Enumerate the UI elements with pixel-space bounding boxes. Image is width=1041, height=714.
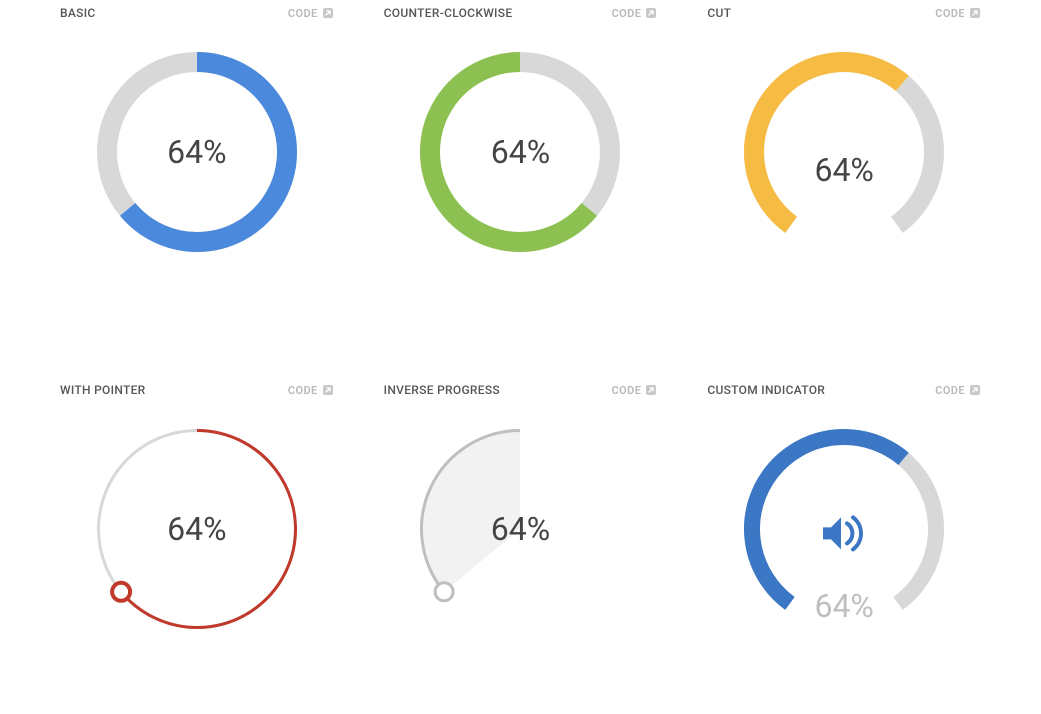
external-link-icon <box>969 384 981 396</box>
code-link-with-pointer[interactable]: CODE <box>288 384 334 397</box>
volume-icon <box>819 511 869 555</box>
card-title: INVERSE PROGRESS <box>384 383 500 397</box>
external-link-icon <box>322 7 334 19</box>
card-title: CUSTOM INDICATOR <box>707 383 825 397</box>
code-link-inverse-progress[interactable]: CODE <box>612 384 658 397</box>
gauge-value-label: 64% <box>167 510 226 548</box>
code-link-custom-indicator[interactable]: CODE <box>935 384 981 397</box>
card-inverse-progress: INVERSE PROGRESS CODE 64% <box>384 377 658 714</box>
gauge-with-pointer: 64% <box>87 419 307 639</box>
code-link-label: CODE <box>288 7 318 20</box>
card-title: COUNTER-CLOCKWISE <box>384 6 513 20</box>
gauge-value-label: 64% <box>167 133 226 171</box>
gauge-inverse-progress: 64% <box>410 419 630 639</box>
card-title: WITH POINTER <box>60 383 146 397</box>
card-title: BASIC <box>60 6 96 20</box>
code-link-counter-clockwise[interactable]: CODE <box>612 7 658 20</box>
card-cut: CUT CODE 64% <box>707 0 981 337</box>
code-link-cut[interactable]: CODE <box>935 7 981 20</box>
gauge-value-label: 64% <box>814 587 873 625</box>
external-link-icon <box>969 7 981 19</box>
code-link-basic[interactable]: CODE <box>288 7 334 20</box>
chart-area: 64% <box>384 411 658 714</box>
card-header: COUNTER-CLOCKWISE CODE <box>384 0 658 34</box>
code-link-label: CODE <box>935 384 965 397</box>
external-link-icon <box>645 384 657 396</box>
chart-area: 64% <box>707 34 981 337</box>
chart-area: 64% <box>707 411 981 714</box>
gauge-custom-indicator: 64% <box>734 419 954 639</box>
gauge-value-label: 64% <box>491 133 550 171</box>
chart-area: 64% <box>60 34 334 337</box>
chart-area: 64% <box>384 34 658 337</box>
external-link-icon <box>645 7 657 19</box>
card-title: CUT <box>707 6 731 20</box>
gauge-basic: 64% <box>87 42 307 262</box>
card-with-pointer: WITH POINTER CODE 64% <box>60 377 334 714</box>
gauge-counter-clockwise: 64% <box>410 42 630 262</box>
card-counter-clockwise: COUNTER-CLOCKWISE CODE 64% <box>384 0 658 337</box>
card-header: BASIC CODE <box>60 0 334 34</box>
card-custom-indicator: CUSTOM INDICATOR CODE 64% <box>707 377 981 714</box>
gauge-grid: BASIC CODE 64% COUNTER-CLOCKWISE CODE <box>0 0 1041 714</box>
code-link-label: CODE <box>288 384 318 397</box>
gauge-cut: 64% <box>734 42 954 262</box>
gauge-value-label: 64% <box>814 151 873 189</box>
card-header: WITH POINTER CODE <box>60 377 334 411</box>
gauge-value-label: 64% <box>491 510 550 548</box>
external-link-icon <box>322 384 334 396</box>
card-header: CUSTOM INDICATOR CODE <box>707 377 981 411</box>
card-header: CUT CODE <box>707 0 981 34</box>
code-link-label: CODE <box>612 384 642 397</box>
card-header: INVERSE PROGRESS CODE <box>384 377 658 411</box>
chart-area: 64% <box>60 411 334 714</box>
card-basic: BASIC CODE 64% <box>60 0 334 337</box>
code-link-label: CODE <box>935 7 965 20</box>
code-link-label: CODE <box>612 7 642 20</box>
